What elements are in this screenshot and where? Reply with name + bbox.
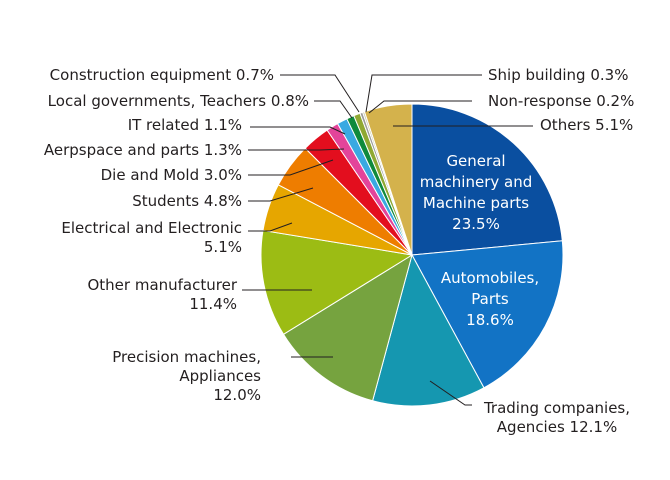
slice-labels: General machinery and Machine parts 23.5% Au…: [44, 66, 634, 436]
slice-label-line: Students 4.8%: [132, 192, 242, 210]
slice-label: Other manufacturer 11.4%: [87, 276, 237, 313]
slice-label-line: Ship building 0.3%: [488, 66, 628, 84]
slice-label: Ship building 0.3%: [488, 66, 628, 84]
slice-label-line: Construction equipment 0.7%: [50, 66, 274, 84]
slice-label-line: Appliances: [179, 367, 261, 385]
slice-label: Electrical and Electronic 5.1%: [61, 219, 242, 256]
slice-label: Local governments, Teachers 0.8%: [48, 92, 309, 110]
slice-label-line: Electrical and Electronic: [61, 219, 242, 237]
slice-label-line: Precision machines,: [112, 348, 261, 366]
slice-label-line: Parts: [471, 290, 509, 308]
leader-line: [248, 159, 334, 176]
slice-label-line: 5.1%: [204, 238, 242, 256]
slice-label-line: 12.0%: [213, 386, 261, 404]
leader-line: [368, 100, 472, 114]
slice-label: General machinery and Machine parts 23.5%: [420, 152, 533, 233]
pie-slices: [260, 103, 564, 407]
slice-label-line: 23.5%: [452, 215, 500, 233]
slice-label: Construction equipment 0.7%: [50, 66, 274, 84]
slice-label: Die and Mold 3.0%: [101, 166, 242, 184]
slice-label: IT related 1.1%: [128, 116, 242, 134]
pie-slice: [363, 103, 413, 256]
slice-label: Trading companies, Agencies 12.1%: [483, 399, 630, 436]
slice-label: Non-response 0.2%: [488, 92, 634, 110]
leader-line: [248, 187, 314, 202]
slice-label-line: Trading companies,: [483, 399, 630, 417]
slice-label: Students 4.8%: [132, 192, 242, 210]
slice-label: Others 5.1%: [540, 116, 633, 134]
slice-label-line: Die and Mold 3.0%: [101, 166, 242, 184]
slice-label: Precision machines, Appliances 12.0%: [112, 348, 261, 404]
slice-label-line: General: [446, 152, 505, 170]
slice-label: Aerpspace and parts 1.3%: [44, 141, 242, 159]
leader-line: [248, 148, 345, 151]
leader-line: [280, 74, 360, 113]
leader-lines: [242, 74, 533, 406]
slice-label-line: Machine parts: [423, 194, 529, 212]
pie-slice: [260, 229, 414, 335]
slice-label-line: IT related 1.1%: [128, 116, 242, 134]
slice-label-line: Aerpspace and parts 1.3%: [44, 141, 242, 159]
leader-line: [250, 126, 346, 135]
slice-label-line: Agencies 12.1%: [497, 418, 617, 436]
leader-line: [314, 100, 353, 119]
slice-label-line: Automobiles,: [441, 269, 539, 287]
leader-line: [429, 380, 472, 406]
leader-line: [365, 74, 482, 113]
slice-label-line: Others 5.1%: [540, 116, 633, 134]
slice-label-line: 11.4%: [189, 295, 237, 313]
slice-label-line: 18.6%: [466, 311, 514, 329]
slice-label-line: machinery and: [420, 173, 533, 191]
pie-slice: [371, 253, 485, 407]
pie-slice: [411, 240, 564, 389]
leader-line: [248, 222, 293, 232]
pie-slice: [411, 103, 563, 256]
slice-label-line: Non-response 0.2%: [488, 92, 634, 110]
pie-slice: [282, 253, 413, 402]
slice-label: Automobiles, Parts 18.6%: [441, 269, 539, 329]
slice-label-line: Other manufacturer: [87, 276, 237, 294]
slice-label-line: Local governments, Teachers 0.8%: [48, 92, 309, 110]
